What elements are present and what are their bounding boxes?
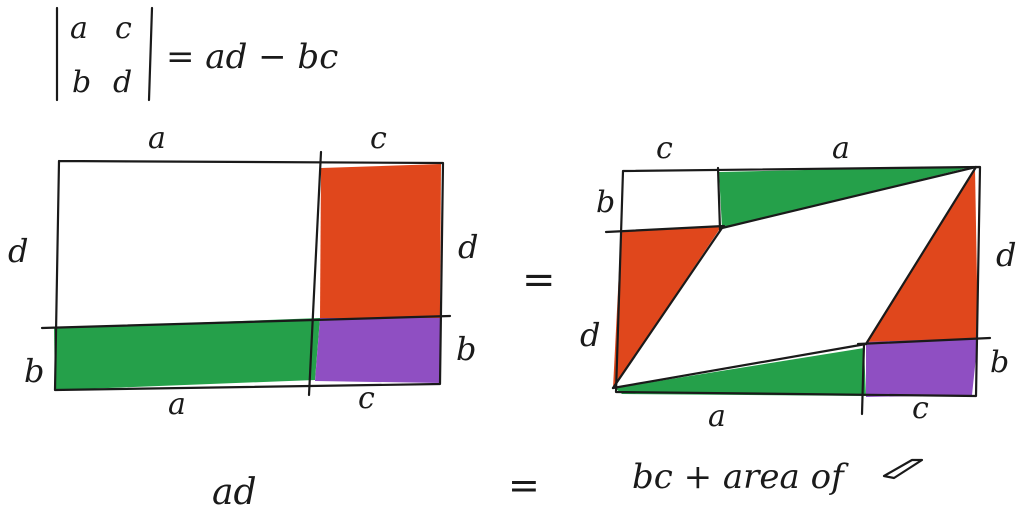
left-vertical-divider <box>307 150 323 397</box>
left-left-d: d <box>8 232 28 270</box>
right-top-a: a <box>832 131 850 166</box>
right-parallelogram-top-edge <box>720 165 978 230</box>
right-green-bottom <box>615 348 866 396</box>
right-b-line <box>604 224 726 234</box>
left-top-c: c <box>370 121 387 156</box>
right-right-d: d <box>996 236 1016 274</box>
middle-equals-sign: = <box>522 257 556 303</box>
left-green-rect <box>54 318 320 390</box>
left-top-a: a <box>148 121 166 156</box>
left-outer-outline <box>53 159 445 392</box>
determinant-formula: a c b d = ad − bc <box>55 6 338 102</box>
parallelogram-icon <box>882 458 924 480</box>
right-bottom-c: c <box>912 391 929 426</box>
det-entry-d: d <box>113 65 132 100</box>
bottom-ad: ad <box>212 472 257 512</box>
bottom-area-text: bc + area of <box>632 457 849 497</box>
right-purple-top-line <box>856 336 992 346</box>
right-figure: c a b d d b a c <box>580 131 1016 434</box>
left-right-d: d <box>458 228 478 266</box>
left-bottom-a: a <box>168 387 186 422</box>
det-entry-c: c <box>115 11 132 46</box>
right-parallelogram-right-edge <box>864 165 978 346</box>
right-bottom-a: a <box>708 399 726 434</box>
right-outer-outline <box>614 165 982 398</box>
bottom-equals-sign: = <box>508 463 540 507</box>
right-c-box-divider <box>716 166 722 232</box>
det-entry-a: a <box>70 11 88 46</box>
right-purple-left-line <box>860 342 866 416</box>
left-red-rect <box>320 164 441 318</box>
bottom-equation: ad = bc + area of <box>212 457 924 512</box>
left-figure: a c d b d b a c <box>8 121 478 422</box>
left-left-b: b <box>24 352 44 390</box>
left-horizontal-divider <box>40 314 452 330</box>
right-parallelogram-left-edge <box>611 226 724 390</box>
left-bottom-c: c <box>358 381 375 416</box>
det-entry-b: b <box>72 65 91 100</box>
det-right-bar <box>147 6 154 102</box>
right-right-b: b <box>990 345 1009 380</box>
right-purple-rect <box>866 338 978 397</box>
right-left-d: d <box>580 316 600 354</box>
det-rhs: = ad − bc <box>166 37 338 77</box>
left-right-b: b <box>456 330 476 368</box>
right-top-c: c <box>656 131 673 166</box>
right-left-b: b <box>596 185 615 220</box>
left-purple-rect <box>315 318 440 383</box>
right-parallelogram-bottom-edge <box>611 342 868 390</box>
